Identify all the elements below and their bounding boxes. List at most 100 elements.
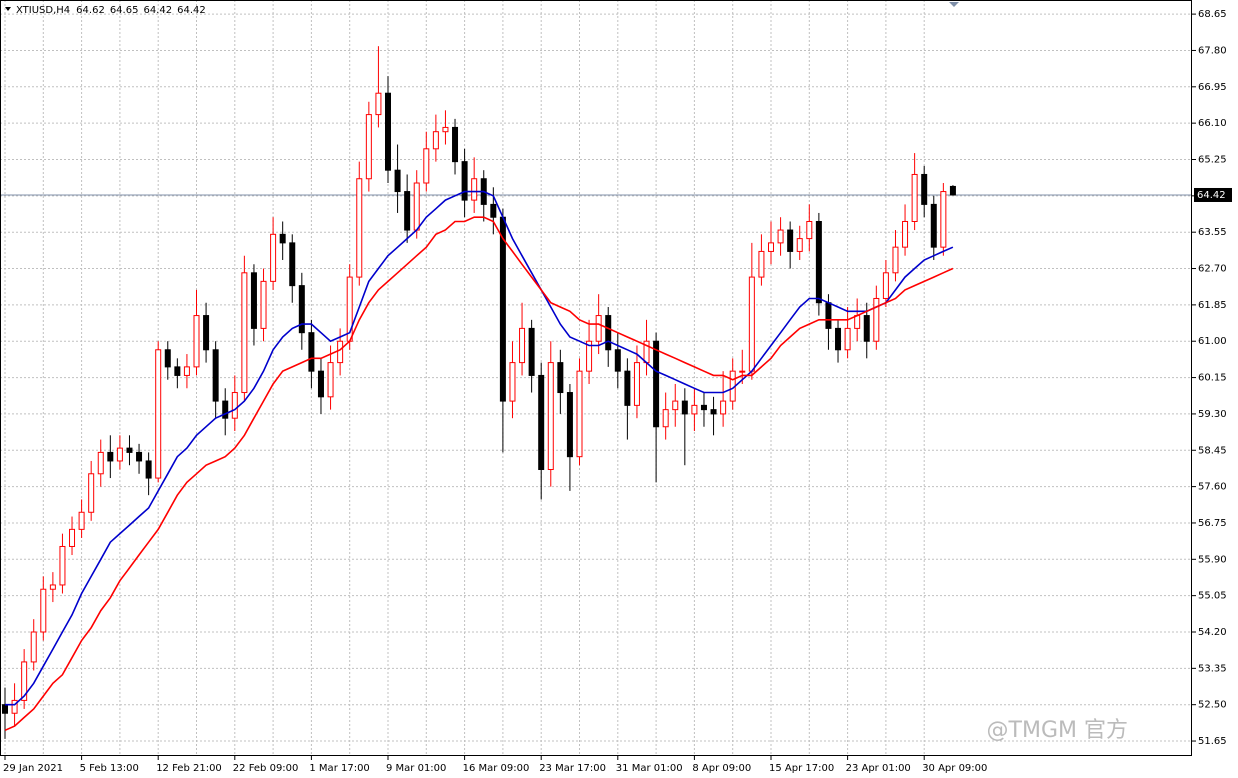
candle-body: [557, 362, 564, 394]
candle-body: [40, 588, 47, 633]
candle-body: [586, 340, 593, 372]
header-value: 64.42: [177, 5, 206, 16]
candle-body: [499, 216, 506, 402]
candle-body: [21, 661, 28, 701]
candle-body: [337, 340, 344, 364]
candle-body: [873, 297, 880, 342]
candle-body: [949, 185, 956, 196]
candle-body: [796, 238, 803, 252]
candle-body: [882, 272, 889, 299]
watermark: @TMGM 官方: [987, 718, 1128, 743]
candle-body: [777, 229, 784, 244]
candle-body: [212, 349, 219, 402]
candle-body: [145, 460, 152, 479]
candle-body: [509, 362, 516, 402]
y-tick-label: 65.25: [1198, 154, 1227, 165]
candle-body: [863, 315, 870, 342]
candle-body: [844, 327, 851, 351]
candle-body: [806, 220, 813, 240]
last-price-label: 64.42: [1197, 190, 1226, 201]
candle-body: [605, 315, 612, 351]
header-symbol: XTIUSD,H4: [16, 5, 70, 16]
y-tick-label: 66.95: [1198, 82, 1227, 93]
y-tick-label: 68.65: [1198, 9, 1227, 20]
candle-body: [748, 276, 755, 372]
candle-body: [203, 315, 210, 351]
y-tick-label: 59.30: [1198, 409, 1227, 420]
candle-body: [566, 392, 573, 458]
moving-average: [4, 216, 954, 732]
x-tick-label: 12 Feb 21:00: [156, 763, 222, 774]
y-tick-label: 55.90: [1198, 554, 1227, 565]
candle-body: [940, 191, 947, 248]
x-tick-label: 8 Apr 09:00: [692, 763, 751, 774]
candle-body: [700, 404, 707, 411]
candle-body: [270, 233, 277, 282]
candle-body: [787, 229, 794, 252]
candle-body: [2, 704, 8, 714]
candle-body: [739, 370, 746, 373]
candle-body: [49, 584, 56, 590]
candle-body: [308, 332, 315, 372]
x-tick-label: 5 Feb 13:00: [80, 763, 139, 774]
candle-body: [97, 451, 104, 475]
candle-body: [672, 400, 679, 411]
candle-body: [432, 131, 439, 150]
candle-body: [442, 126, 449, 133]
candle-body: [547, 362, 554, 471]
candle-body: [183, 366, 190, 376]
candle-body: [720, 400, 727, 415]
candle-body: [11, 699, 18, 714]
candle-body: [691, 404, 698, 415]
y-tick-label: 53.35: [1198, 663, 1227, 674]
candle-body: [902, 220, 909, 248]
candle-body: [624, 370, 631, 406]
grid: [0, 0, 1192, 756]
header-value: 64.42: [143, 5, 172, 16]
candle-body: [662, 409, 669, 428]
candle-body: [116, 447, 123, 462]
candle-body: [327, 362, 334, 398]
shift-marker: [949, 2, 959, 7]
candle-body: [222, 400, 229, 419]
candle-body: [614, 349, 621, 372]
x-tick-label: 31 Mar 01:00: [616, 763, 683, 774]
y-tick-label: 61.00: [1198, 336, 1227, 347]
candle-body: [710, 409, 717, 415]
candle-body: [921, 173, 928, 205]
x-tick-label: 23 Apr 01:00: [846, 763, 911, 774]
candle-body: [576, 370, 583, 458]
candle-body: [461, 161, 468, 201]
candle-body: [289, 242, 296, 287]
candle-body: [394, 169, 401, 193]
y-tick-label: 63.55: [1198, 227, 1227, 238]
x-tick-label: 1 Mar 17:00: [309, 763, 369, 774]
y-tick-label: 58.45: [1198, 445, 1227, 456]
candle-body: [404, 191, 411, 231]
plot: [2, 46, 956, 739]
candle-body: [835, 327, 842, 351]
candle-body: [279, 233, 286, 244]
candle-body: [164, 349, 171, 368]
candle-body: [538, 374, 545, 471]
candle-body: [825, 302, 832, 329]
x-tick-label: 9 Mar 01:00: [386, 763, 446, 774]
candle-body: [375, 92, 382, 116]
candle-body: [155, 349, 162, 479]
y-tick-label: 54.20: [1198, 627, 1227, 638]
y-tick-label: 55.05: [1198, 591, 1227, 602]
candle-body: [260, 280, 267, 329]
y-tick-label: 61.85: [1198, 300, 1227, 311]
candle-body: [911, 173, 918, 222]
candle-body: [930, 203, 937, 248]
candle-body: [452, 126, 459, 163]
candle-body: [231, 392, 238, 419]
candle-body: [126, 447, 133, 453]
candle-body: [519, 327, 526, 364]
candle-body: [250, 272, 257, 329]
candle-body: [758, 250, 765, 278]
candle-body: [193, 315, 200, 368]
candle-body: [653, 340, 660, 428]
header-value: 64.65: [110, 5, 139, 16]
